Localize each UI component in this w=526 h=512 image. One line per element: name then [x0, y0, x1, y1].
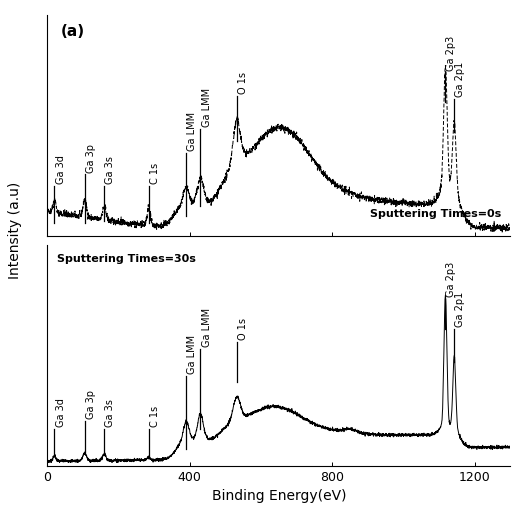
Text: O 1s: O 1s: [238, 318, 248, 340]
Text: Ga LMM: Ga LMM: [187, 335, 197, 374]
Text: Ga 3p: Ga 3p: [86, 390, 96, 419]
Text: Intensity (a.u): Intensity (a.u): [8, 182, 22, 279]
Text: Ga 3s: Ga 3s: [105, 157, 115, 184]
Text: C 1s: C 1s: [150, 163, 160, 184]
Text: Ga 2p3: Ga 2p3: [447, 35, 457, 71]
Text: Ga LMM: Ga LMM: [201, 89, 211, 127]
Text: Sputtering Times=0s: Sputtering Times=0s: [370, 208, 501, 219]
Text: Ga LMM: Ga LMM: [187, 112, 197, 151]
Text: Ga 2p1: Ga 2p1: [456, 62, 466, 97]
Text: Ga 3d: Ga 3d: [56, 156, 66, 184]
Text: Ga 3d: Ga 3d: [56, 398, 66, 428]
Text: Ga 3s: Ga 3s: [105, 399, 115, 428]
Text: Ga 3p: Ga 3p: [86, 144, 96, 173]
Text: Ga 2p3: Ga 2p3: [447, 262, 457, 297]
Text: O 1s: O 1s: [238, 72, 248, 94]
Text: C 1s: C 1s: [150, 407, 160, 428]
Text: (a): (a): [61, 24, 85, 39]
Text: Ga 2p1: Ga 2p1: [456, 292, 466, 327]
X-axis label: Binding Energy(eV): Binding Energy(eV): [211, 489, 346, 503]
Text: Sputtering Times=30s: Sputtering Times=30s: [57, 254, 196, 264]
Text: Ga LMM: Ga LMM: [201, 308, 211, 347]
